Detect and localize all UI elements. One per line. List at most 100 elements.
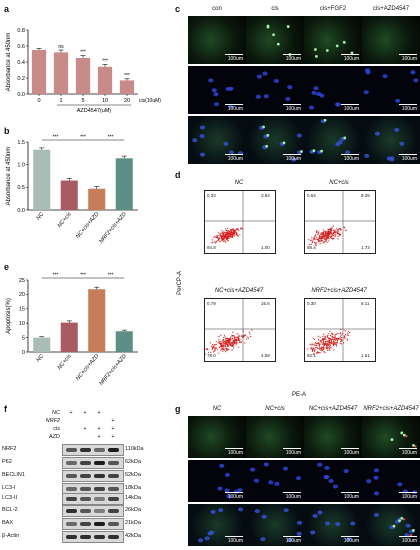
micrograph-tile: 100um bbox=[362, 116, 420, 164]
flow-plot: 0.64 9.25 88.4 1.73 bbox=[304, 190, 376, 254]
condition-mark: + bbox=[83, 410, 87, 416]
condition-mark: + bbox=[97, 410, 101, 416]
y-axis-label: Absorbance at 450nm bbox=[6, 33, 12, 92]
y-tick-label: 0 bbox=[22, 350, 25, 356]
quadrant-value: 16.6 bbox=[261, 301, 270, 306]
flow-plot-title: NC+cis bbox=[329, 180, 349, 186]
micrograph-tile: 100um bbox=[246, 116, 304, 164]
scale-bar: 100um bbox=[341, 154, 359, 162]
y-axis-label: Apoptosis(%) bbox=[6, 298, 12, 334]
condition-mark: + bbox=[69, 410, 73, 416]
scale-bar: 100um bbox=[283, 154, 301, 162]
quadrant-value: 0.79 bbox=[207, 301, 216, 306]
column-label: cis+FGF2 bbox=[319, 6, 347, 12]
flow-plot-title: NRF2+cis+AZD4547 bbox=[311, 288, 367, 294]
kda-label: 52kDa bbox=[125, 472, 141, 478]
column-label: NRF2+cis+AZD4547 bbox=[363, 406, 419, 412]
blot-band bbox=[94, 487, 105, 491]
blot-strip bbox=[62, 493, 124, 505]
bar bbox=[97, 66, 113, 94]
bar bbox=[119, 80, 135, 94]
kda-label: 26kDa bbox=[125, 507, 141, 513]
blot-band bbox=[94, 461, 105, 465]
band-label: LC3-II bbox=[2, 495, 17, 501]
column-label: cis bbox=[271, 6, 279, 12]
blot-band bbox=[108, 474, 119, 478]
flow-plot-title: NC+cis+AZD4547 bbox=[214, 288, 264, 294]
significance-mark: ns bbox=[58, 44, 64, 50]
scale-bar: 100um bbox=[341, 492, 359, 500]
scale-bar: 100um bbox=[399, 448, 417, 456]
blot-band bbox=[66, 535, 77, 539]
condition-mark: + bbox=[111, 434, 115, 440]
x-tick-label: 10 bbox=[102, 98, 108, 104]
y-tick-label: 10 bbox=[19, 321, 25, 327]
scale-bar: 100um bbox=[283, 536, 301, 544]
y-tick-label: 0.8 bbox=[17, 28, 25, 34]
band-label: P62 bbox=[2, 459, 12, 465]
flow-y-label: PerCP-A bbox=[176, 271, 183, 295]
condition-label: cis bbox=[53, 426, 60, 432]
blot-strip bbox=[62, 470, 124, 482]
kda-label: 110kDa bbox=[125, 446, 144, 452]
column-label: NC+cis+AZD4547 bbox=[308, 406, 358, 412]
quadrant-value: 1.00 bbox=[261, 245, 270, 250]
micrograph-tile: 100um bbox=[246, 66, 304, 114]
quadrant-value: 0.30 bbox=[307, 301, 316, 306]
blot-band bbox=[66, 522, 77, 526]
column-label: con bbox=[212, 6, 222, 12]
micrograph-tile: 100um bbox=[246, 504, 304, 546]
scale-bar: 100um bbox=[225, 54, 243, 62]
x-tick-label: NRF2+cis+AZD bbox=[98, 211, 127, 244]
band-label: NRF2 bbox=[2, 446, 17, 452]
band-label: BCL-2 bbox=[2, 507, 18, 513]
blot-band bbox=[80, 497, 91, 501]
significance-mark: *** bbox=[80, 273, 86, 279]
column-label: cis+AZD4547 bbox=[372, 6, 410, 12]
x-tick-label: NC+cis bbox=[57, 353, 73, 371]
blot-band bbox=[108, 461, 119, 465]
bar bbox=[31, 50, 47, 94]
y-tick-label: 1.0 bbox=[17, 162, 25, 168]
blot-band bbox=[94, 448, 105, 452]
scale-bar: 100um bbox=[341, 104, 359, 112]
x-tick-label: NC+cis+AZD bbox=[75, 211, 100, 239]
blot-band bbox=[80, 474, 91, 478]
bar bbox=[75, 58, 91, 94]
kda-label: 14kDa bbox=[125, 495, 141, 501]
panel-letter-g: g bbox=[175, 404, 181, 414]
x-tick-label: NC+cis+AZD bbox=[75, 353, 100, 381]
blot-band bbox=[66, 509, 77, 513]
scale-bar: 100um bbox=[283, 492, 301, 500]
blot-strip bbox=[62, 457, 124, 469]
x-tick-label: NC bbox=[36, 353, 46, 363]
condition-mark: + bbox=[97, 434, 101, 440]
panel-letter-a: a bbox=[4, 4, 10, 14]
y-tick-label: 25 bbox=[19, 278, 25, 284]
panel-letter-e: e bbox=[4, 262, 10, 272]
scale-bar: 100um bbox=[225, 536, 243, 544]
panel-letter-c: c bbox=[175, 4, 181, 14]
micrograph-tile: 100um bbox=[304, 504, 362, 546]
blot-band bbox=[94, 509, 105, 513]
kda-label: 62kDa bbox=[125, 459, 141, 465]
blot-band bbox=[108, 535, 119, 539]
scale-bar: 100um bbox=[399, 154, 417, 162]
micrograph-tile: 100um bbox=[246, 416, 304, 458]
micrograph-tile: 100um bbox=[304, 460, 362, 502]
y-tick-label: 15 bbox=[19, 307, 25, 313]
quadrant-value: 3.84 bbox=[261, 193, 270, 198]
band-label: BECLIN1 bbox=[2, 472, 25, 478]
condition-mark: + bbox=[83, 426, 87, 432]
condition-mark: + bbox=[97, 426, 101, 432]
x-tick-label: 20 bbox=[124, 98, 130, 104]
blot-band bbox=[66, 497, 77, 501]
scale-bar: 100um bbox=[399, 104, 417, 112]
y-tick-label: 0.5 bbox=[17, 185, 25, 191]
flow-plot-title: NC bbox=[234, 180, 244, 186]
quadrant-value: 1.51 bbox=[361, 353, 370, 358]
quadrant-value: 0.33 bbox=[207, 193, 216, 198]
blot-band bbox=[108, 448, 119, 452]
micrograph-tile: 100um bbox=[304, 66, 362, 114]
